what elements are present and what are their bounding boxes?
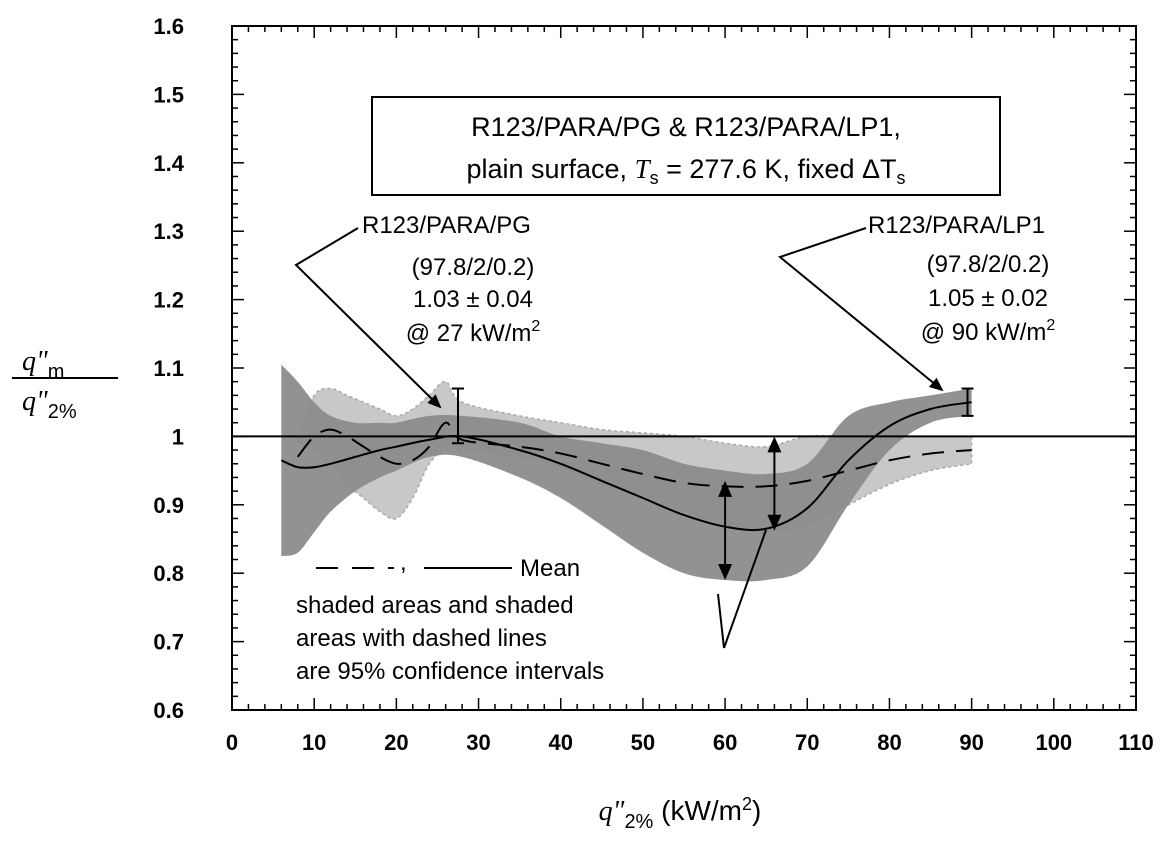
legend-pointer-1 (717, 593, 725, 649)
x-tick-label: 90 (959, 730, 983, 755)
x-tick-label: 30 (466, 730, 490, 755)
lp1-label-at: @ 90 kW/m2 (921, 317, 1056, 346)
interval-arrow-head-bottom-2 (767, 514, 782, 531)
legend-note-line-3: are 95% confidence intervals (296, 658, 604, 685)
y-tick-label: 1.4 (153, 151, 184, 176)
interval-arrow-head-bottom-1 (718, 564, 733, 581)
pg-leader-line (294, 227, 442, 409)
x-axis-label: q"2% (kW/m2) (599, 794, 762, 833)
annotations: R123/PARA/PG & R123/PARA/LP1, plain surf… (12, 96, 1056, 833)
x-tick-label: 0 (226, 730, 238, 755)
lp1-label-value: 1.05 ± 0.02 (928, 285, 1048, 312)
lp1-leader-line (777, 227, 944, 392)
mean-line-r123-para-lp1 (280, 401, 972, 532)
legend-note-line-2: areas with dashed lines (296, 625, 547, 652)
tick-labels: 0 10 20 30 40 50 60 70 80 90 100 110 0.6 0.7 0.8 0.9 1 1.… (153, 14, 1153, 755)
y-tick-label: 0.6 (153, 698, 184, 723)
x-tick-label: 100 (1035, 730, 1072, 755)
y-tick-label: 0.7 (153, 630, 184, 655)
y-tick-label: 1.3 (153, 219, 184, 244)
x-tick-label: 60 (713, 730, 737, 755)
y-tick-label: 0.9 (153, 493, 184, 518)
confidence-bands (281, 364, 973, 582)
y-tick-label: 1.1 (153, 356, 184, 381)
interval-arrow-head-top-2 (767, 436, 782, 453)
legend-separator: , (400, 549, 407, 576)
mean-lines (232, 387, 1136, 581)
band-r123-para-lp1 (281, 364, 972, 582)
pg-label-value: 1.03 ± 0.04 (413, 286, 533, 313)
x-tick-label: 10 (302, 730, 326, 755)
pg-label-at: @ 27 kW/m2 (406, 318, 541, 347)
pg-label-composition: (97.8/2/0.2) (412, 254, 535, 281)
y-axis-label-denominator: q"2% (22, 386, 77, 423)
legend-mean-label: Mean (520, 555, 580, 582)
x-tick-label: 80 (877, 730, 901, 755)
y-tick-label: 1.6 (153, 14, 184, 39)
x-tick-label: 110 (1118, 730, 1154, 755)
title-line-2: plain surface, Ts = 277.6 K, fixed ΔTs (466, 154, 905, 188)
lp1-label-name: R123/PARA/LP1 (868, 212, 1045, 239)
x-tick-label: 70 (795, 730, 819, 755)
legend-pointer-2 (723, 529, 767, 649)
x-tick-label: 40 (548, 730, 572, 755)
interval-arrow-head-top-1 (718, 480, 733, 497)
title-box (371, 96, 1001, 196)
title-line-1: R123/PARA/PG & R123/PARA/LP1, (471, 112, 901, 142)
axes (231, 25, 1137, 711)
y-tick-label: 1.5 (153, 82, 184, 107)
pg-label-name: R123/PARA/PG (362, 212, 531, 239)
legend-note-line-1: shaded areas and shaded (296, 592, 574, 619)
y-tick-label: 0.8 (153, 561, 184, 586)
y-tick-label: 1 (172, 424, 184, 449)
mean-line-r123-para-pg (296, 421, 972, 488)
lp1-label-composition: (97.8/2/0.2) (927, 251, 1050, 278)
x-tick-label: 50 (631, 730, 655, 755)
x-tick-label: 20 (384, 730, 408, 755)
y-tick-label: 1.2 (153, 288, 184, 313)
